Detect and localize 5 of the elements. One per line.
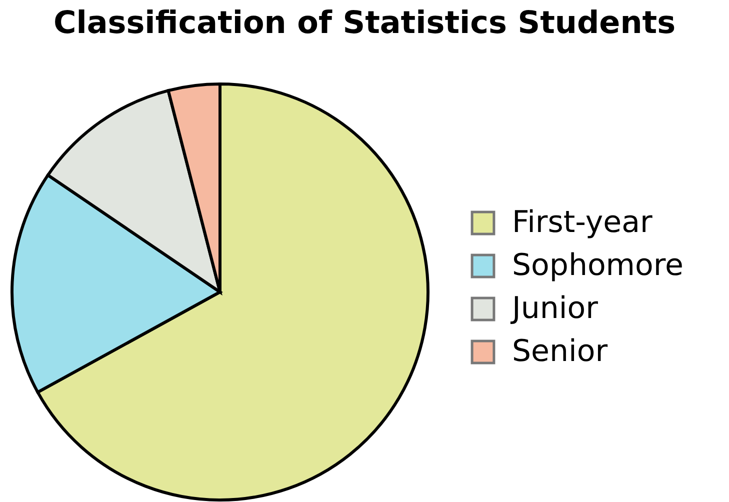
legend-label: Sophomore [512,248,684,283]
chart-title: Classification of Statistics Students [53,5,676,41]
legend-label: Senior [512,334,608,369]
legend-label: First-year [512,205,654,240]
legend-label: Junior [510,291,599,326]
